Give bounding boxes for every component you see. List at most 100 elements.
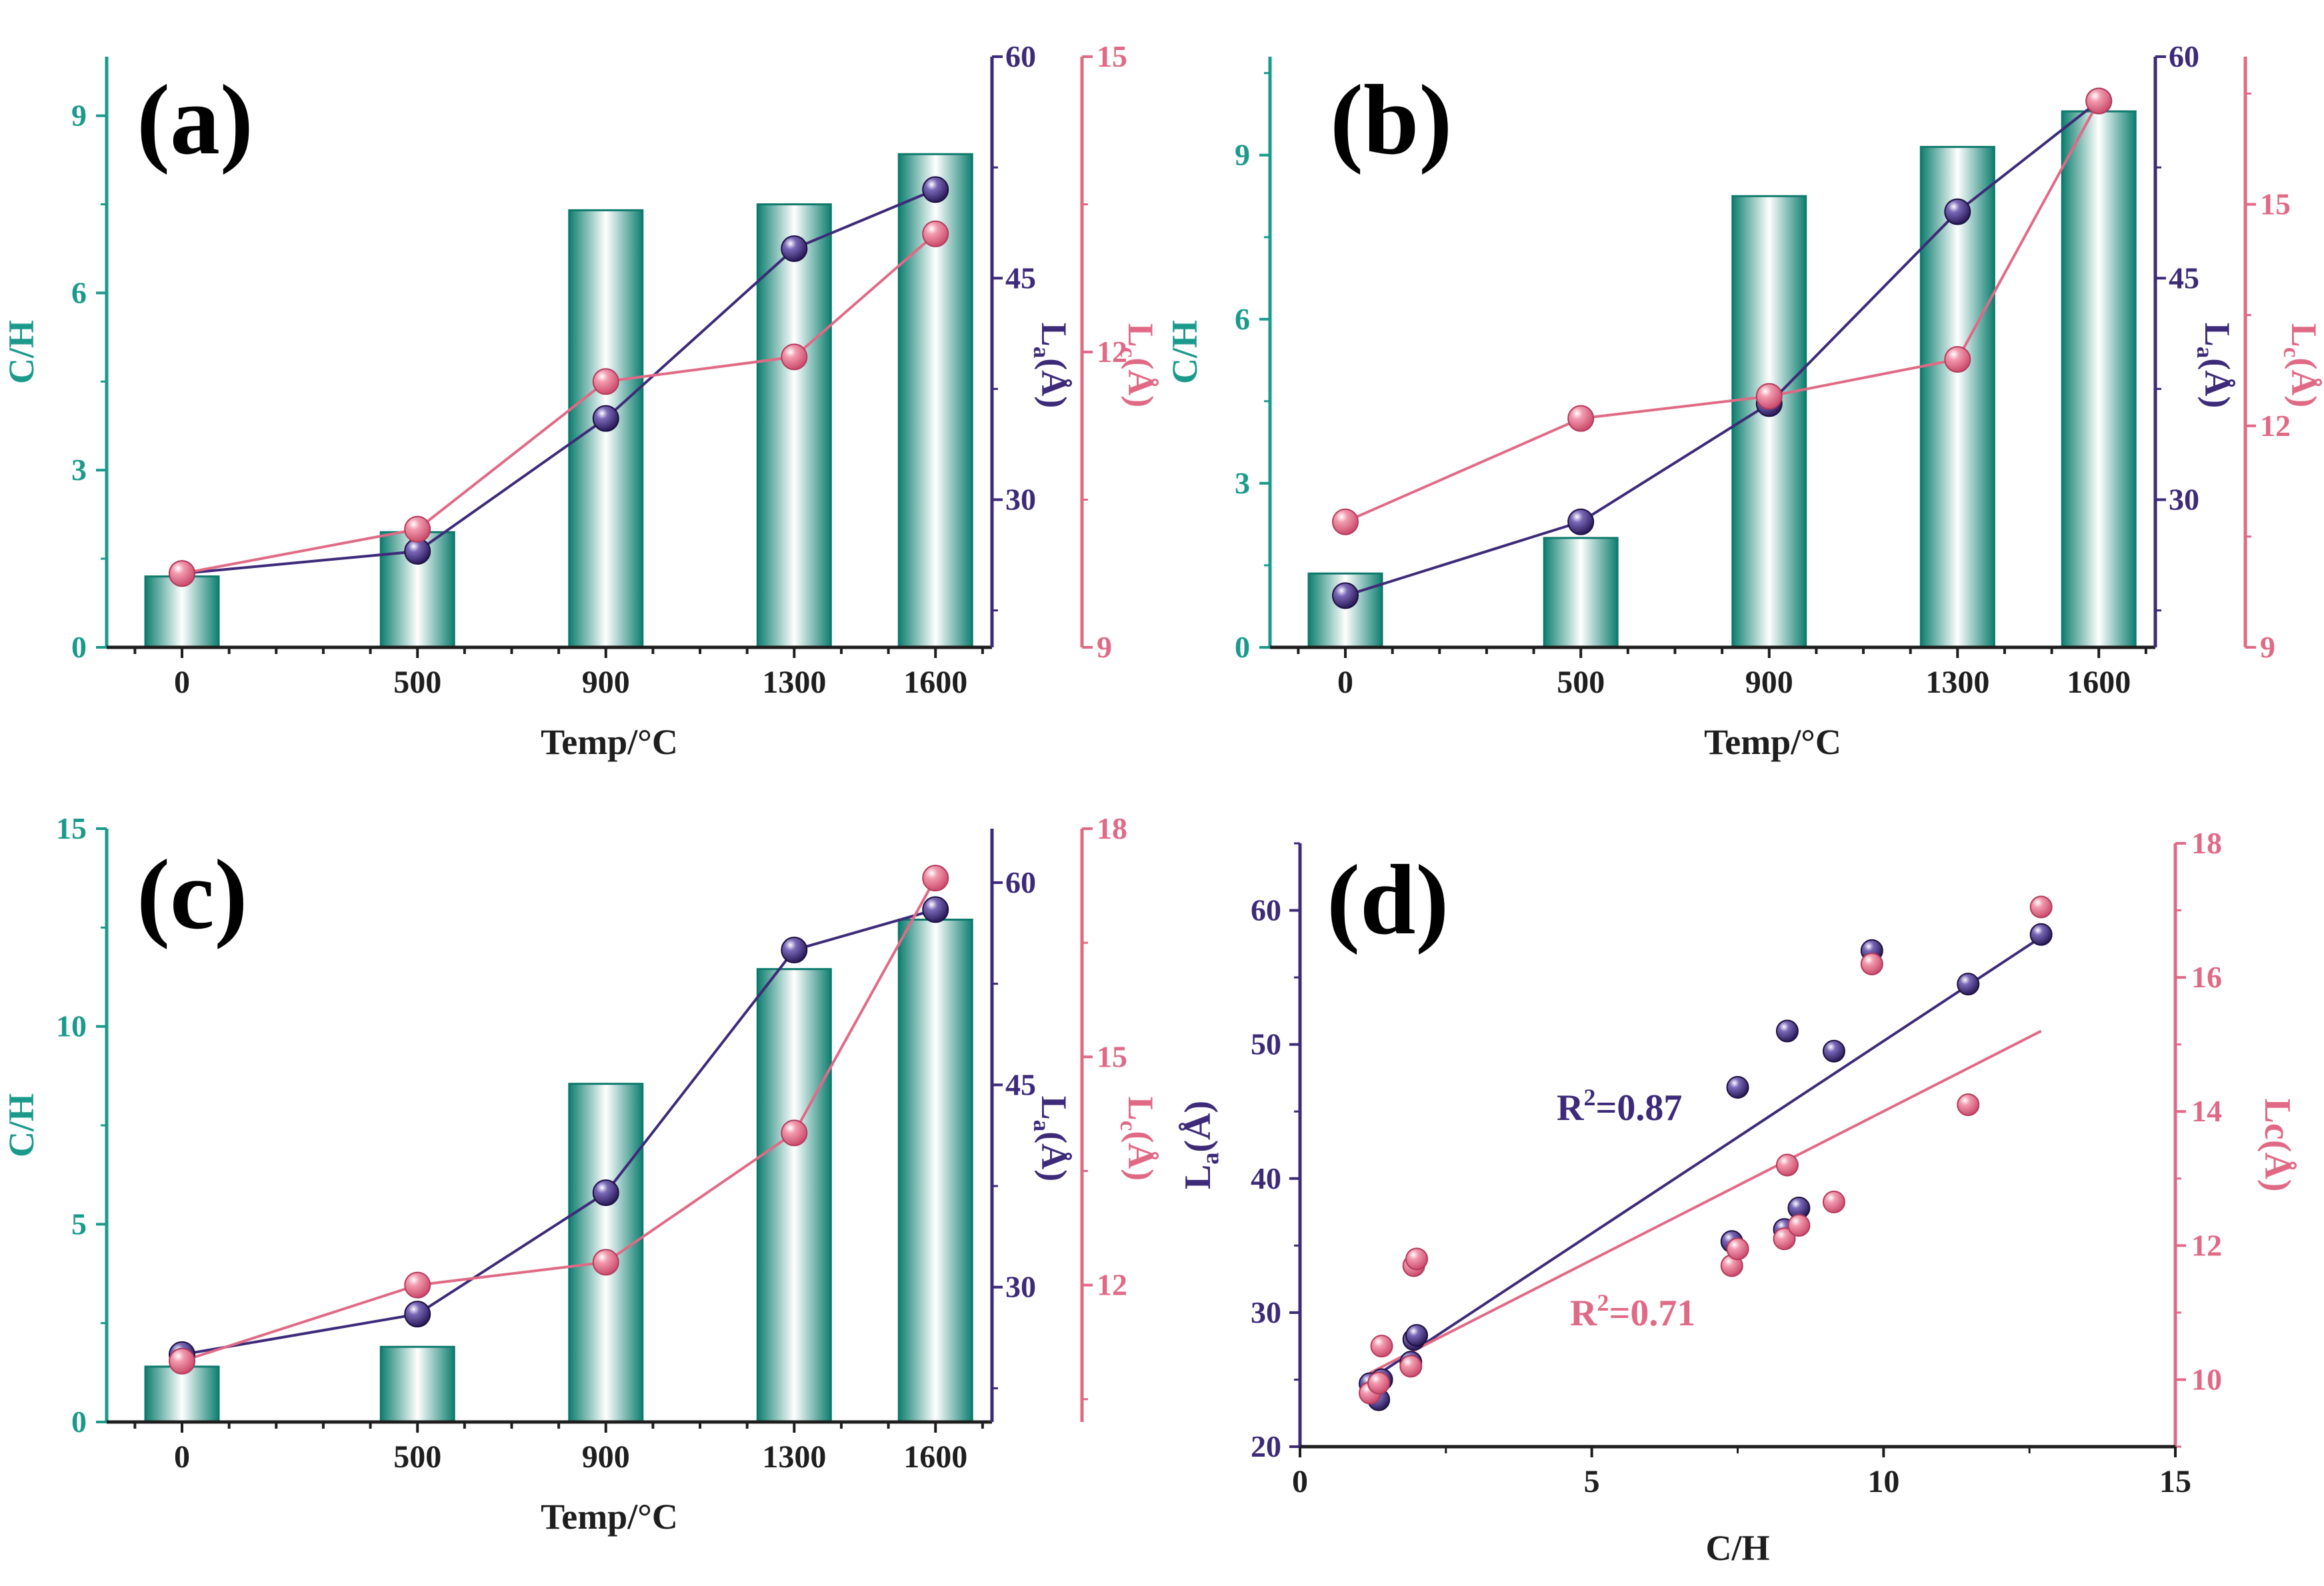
la-tick-label: 45 <box>1005 261 1036 295</box>
lc-tick-label: 15 <box>2260 187 2291 221</box>
x-tick-label: 5 <box>1584 1464 1600 1499</box>
lc-point <box>169 1347 196 1375</box>
lc-point <box>404 1271 431 1299</box>
left-axis-label: C/H <box>1165 320 1205 384</box>
lc-r2-label-sup: 2 <box>1597 1289 1609 1316</box>
left-tick-label: 6 <box>71 275 87 309</box>
lc-point <box>404 515 431 543</box>
la-tick-label: 30 <box>2169 483 2199 517</box>
la-point <box>1726 1076 1749 1099</box>
lc-point <box>1944 346 1971 373</box>
x-tick-label: 500 <box>393 1439 441 1475</box>
la-tick-label: 45 <box>2169 261 2199 295</box>
bar-ch <box>756 203 832 649</box>
left-tick-label: 3 <box>71 453 87 487</box>
lc-tick-label: 9 <box>2260 630 2275 664</box>
lc-tick-label: 9 <box>1097 630 1112 664</box>
x-tick-label: 1600 <box>903 665 967 700</box>
left-tick-label: 0 <box>1235 630 1250 664</box>
lc-point <box>781 343 808 371</box>
x-tick-label: 1300 <box>762 1439 826 1475</box>
left-tick-label: 5 <box>71 1207 87 1241</box>
lc-point <box>1755 383 1783 410</box>
panel-label: (c) <box>137 839 247 950</box>
la-axis-label: La(Å) <box>1029 1096 1074 1182</box>
la-axis-label-unit: (Å) <box>1034 1131 1074 1181</box>
panel-label: (a) <box>137 65 253 175</box>
x-tick-label: 1300 <box>762 665 826 700</box>
la-tick-label: 30 <box>1251 1295 1281 1329</box>
bar-ch <box>1731 195 1807 649</box>
bar-ch <box>144 1365 220 1423</box>
la-axis-label-sub: a <box>1029 1120 1055 1132</box>
left-tick-label: 15 <box>56 811 87 845</box>
lc-axis-label: Lc(Å) <box>1115 323 1161 408</box>
lc-tick-label: 12 <box>2191 1228 2222 1262</box>
la-point <box>1822 1039 1845 1063</box>
lc-axis-label-main: L <box>1121 323 1161 347</box>
x-tick-label: 15 <box>2159 1464 2191 1499</box>
la-axis-label: La(Å) <box>1177 1101 1223 1189</box>
lc-r2-label-main: R <box>1570 1293 1597 1334</box>
la-point <box>781 235 808 262</box>
la-axis-label-unit: (Å) <box>1034 358 1074 408</box>
la-tick-label: 50 <box>1251 1027 1281 1061</box>
la-axis-label-sub: a <box>2192 347 2218 359</box>
la-axis-label-unit: (Å) <box>1177 1101 1219 1153</box>
la-tick-label: 60 <box>2169 39 2199 73</box>
left-tick-label: 6 <box>1235 302 1250 336</box>
x-axis-label: Temp/°C <box>541 1497 678 1537</box>
la-r2-label: R2=0.87 <box>1557 1084 1682 1129</box>
lc-r2-label: R2=0.71 <box>1570 1289 1695 1334</box>
lc-axis-label-sub: c <box>2279 347 2305 358</box>
lc-point <box>2085 87 2113 115</box>
lc-tick-label: 12 <box>1097 1268 1127 1302</box>
x-tick-label: 1600 <box>2067 665 2131 700</box>
left-tick-label: 0 <box>71 630 87 664</box>
lc-axis-label-sub: c <box>1115 347 1141 358</box>
la-tick-label: 60 <box>1251 893 1281 927</box>
x-tick-label: 900 <box>582 665 630 700</box>
la-axis-label-main: L <box>2197 323 2237 347</box>
lc-axis-label-unit: (Å) <box>1121 1131 1161 1181</box>
lc-point <box>1367 1371 1391 1395</box>
la-point <box>1567 508 1595 535</box>
lc-axis-label: Lc(Å) <box>1115 1097 1161 1181</box>
la-axis-label-main: L <box>1034 1096 1074 1120</box>
x-tick-label: 900 <box>582 1439 630 1475</box>
la-point <box>1944 198 1971 225</box>
bar-ch <box>379 1345 455 1423</box>
la-tick-label: 30 <box>1005 1270 1036 1304</box>
lc-tick-label: 12 <box>2260 409 2291 443</box>
x-tick-label: 1600 <box>903 1439 967 1475</box>
bar-ch <box>756 968 832 1423</box>
lc-point <box>1787 1214 1811 1237</box>
x-tick-label: 1300 <box>1925 665 1989 700</box>
bar-ch <box>897 918 973 1423</box>
lc-point <box>1957 1093 1980 1117</box>
lc-point <box>781 1119 808 1147</box>
x-tick-label: 500 <box>393 665 441 700</box>
x-axis-label: C/H <box>1705 1528 1769 1568</box>
x-tick-label: 0 <box>174 665 190 700</box>
la-axis-label: La(Å) <box>1029 323 1074 409</box>
lc-point <box>1775 1153 1799 1177</box>
x-tick-label: 900 <box>1745 665 1793 700</box>
lc-axis-label-main: L <box>1121 1097 1161 1121</box>
lc-tick-label: 18 <box>1097 811 1127 845</box>
panel-label: (b) <box>1330 65 1452 175</box>
lc-point <box>1405 1247 1429 1271</box>
lc-point <box>2029 895 2053 919</box>
la-point <box>1332 582 1359 609</box>
panel-label: (d) <box>1327 845 1449 955</box>
la-point <box>922 896 949 923</box>
la-point <box>1957 973 1980 996</box>
la-point <box>922 176 949 203</box>
lc-axis-label-main: L <box>2284 323 2324 347</box>
lc-point <box>1860 953 1883 975</box>
la-tick-label: 60 <box>1005 865 1036 899</box>
lc-point <box>1399 1355 1423 1378</box>
